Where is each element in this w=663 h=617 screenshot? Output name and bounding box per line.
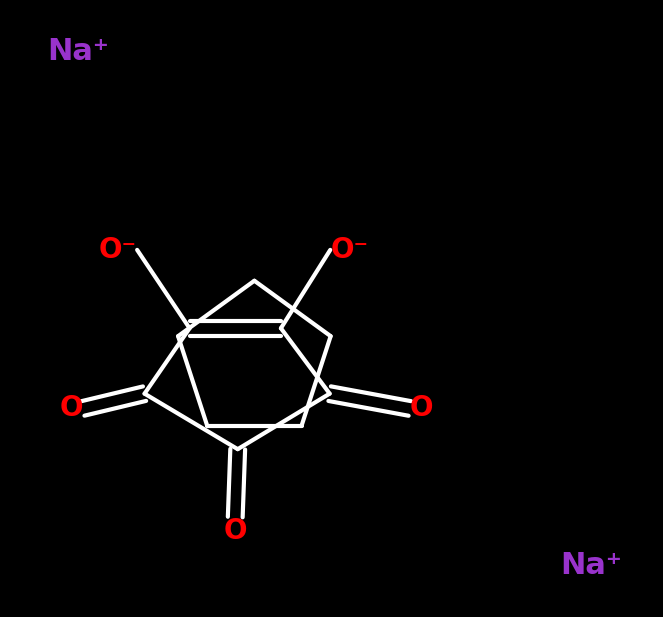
Text: O: O: [410, 394, 434, 423]
Text: Na⁺: Na⁺: [560, 551, 622, 580]
Text: O: O: [60, 394, 83, 423]
Text: Na⁺: Na⁺: [48, 37, 109, 66]
Text: O: O: [223, 517, 247, 545]
Text: O⁻: O⁻: [99, 236, 137, 264]
Text: O⁻: O⁻: [330, 236, 369, 264]
